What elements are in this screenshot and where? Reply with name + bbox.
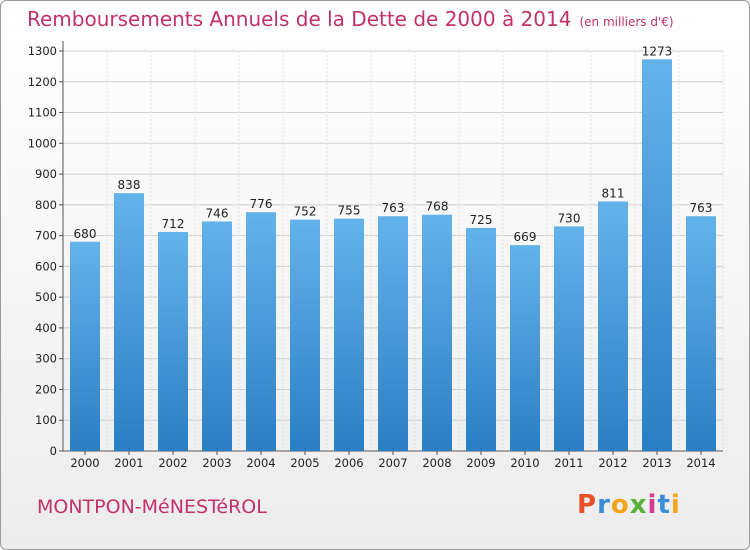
bar — [114, 193, 144, 451]
x-tick-label: 2002 — [158, 456, 187, 470]
y-tick-label: 400 — [35, 321, 57, 335]
data-label: 712 — [162, 217, 185, 231]
bar — [246, 212, 276, 451]
bar — [554, 226, 584, 451]
data-label: 768 — [426, 200, 449, 214]
x-tick-label: 2007 — [378, 456, 407, 470]
bar — [466, 227, 496, 451]
x-tick-label: 2010 — [510, 456, 539, 470]
data-label: 752 — [294, 205, 317, 219]
data-label: 811 — [602, 186, 625, 200]
location-name: MONTPON-MéNESTéROL — [37, 496, 267, 518]
x-tick-label: 2014 — [686, 456, 715, 470]
data-label: 1273 — [642, 44, 673, 58]
y-tick-label: 1100 — [28, 106, 57, 120]
x-tick-label: 2013 — [642, 456, 671, 470]
data-label: 763 — [690, 201, 713, 215]
y-tick-label: 100 — [35, 413, 57, 427]
brand-letter: r — [597, 490, 611, 520]
bars — [70, 59, 716, 452]
brand-logo: Proxiti — [577, 490, 681, 520]
y-tick-label: 800 — [35, 198, 57, 212]
brand-letter: i — [647, 490, 658, 520]
data-label: 838 — [118, 178, 141, 192]
brand-letter: o — [610, 490, 630, 520]
bar — [598, 201, 628, 451]
labels: 0 100 200 300 400 500 600 700 800 900 1000 1100 1200… — [28, 44, 716, 470]
bar — [510, 245, 540, 451]
bar — [378, 216, 408, 451]
data-label: 725 — [470, 213, 493, 227]
x-tick-label: 2003 — [202, 456, 231, 470]
data-label: 730 — [558, 211, 581, 225]
y-tick-label: 300 — [35, 352, 57, 366]
y-tick-label: 1000 — [28, 136, 57, 150]
data-label: 755 — [338, 204, 361, 218]
y-tick-label: 0 — [50, 444, 57, 458]
bar — [334, 218, 364, 451]
data-label: 746 — [206, 206, 229, 220]
y-tick-label: 600 — [35, 259, 57, 273]
brand-letter: P — [577, 490, 598, 520]
chart-title: Remboursements Annuels de la Dette de 20… — [27, 7, 674, 31]
chart-subtitle: (en milliers d'€) — [579, 15, 674, 29]
x-tick-label: 2008 — [422, 456, 451, 470]
y-tick-label: 500 — [35, 290, 57, 304]
data-label: 763 — [382, 201, 405, 215]
x-tick-label: 2004 — [246, 456, 275, 470]
brand-letter: t — [657, 490, 671, 520]
bar — [290, 219, 320, 451]
bar — [202, 221, 232, 451]
x-tick-label: 2001 — [114, 456, 143, 470]
x-tick-label: 2011 — [554, 456, 583, 470]
brand-letter: i — [670, 490, 681, 520]
y-tick-label: 900 — [35, 167, 57, 181]
x-tick-label: 2005 — [290, 456, 319, 470]
x-tick-label: 2012 — [598, 456, 627, 470]
y-tick-label: 1300 — [28, 44, 57, 58]
bar — [422, 214, 452, 451]
y-tick-label: 700 — [35, 229, 57, 243]
x-tick-label: 2009 — [466, 456, 495, 470]
y-tick-label: 200 — [35, 382, 57, 396]
bar — [686, 216, 716, 451]
bar — [70, 241, 100, 451]
bar — [158, 231, 188, 451]
x-tick-label: 2000 — [70, 456, 99, 470]
brand-letter: x — [629, 490, 648, 520]
bar — [642, 59, 672, 452]
chart-title-text: Remboursements Annuels de la Dette de 20… — [27, 7, 572, 31]
data-label: 776 — [250, 197, 273, 211]
x-tick-label: 2006 — [334, 456, 363, 470]
data-label: 669 — [514, 230, 537, 244]
data-label: 680 — [74, 227, 97, 241]
y-tick-label: 1200 — [28, 75, 57, 89]
